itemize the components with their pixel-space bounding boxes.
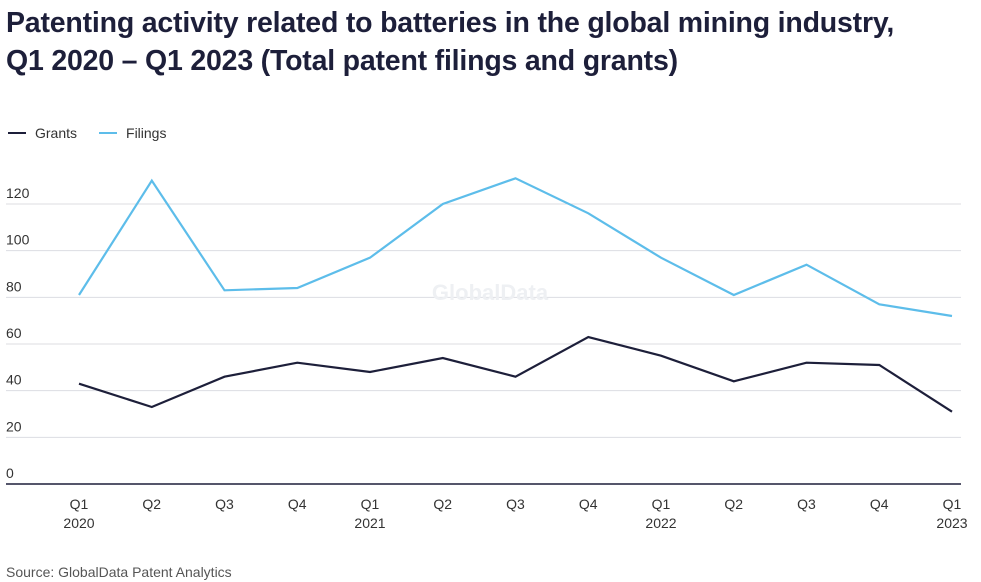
x-tick-label: Q2 xyxy=(724,496,743,512)
x-tick-label: Q3 xyxy=(506,496,525,512)
x-tick-label: Q3 xyxy=(215,496,234,512)
y-tick-label: 120 xyxy=(6,185,30,201)
chart-legend: Grants Filings xyxy=(8,125,188,141)
grid-lines xyxy=(6,203,961,438)
watermark: GlobalData xyxy=(432,280,549,305)
legend-swatch-grants xyxy=(8,132,26,134)
x-tick-year-label: 2023 xyxy=(936,515,967,531)
x-tick-label: Q1 xyxy=(361,496,380,512)
chart-title: Patenting activity related to batteries … xyxy=(6,4,978,80)
series-line-grants[interactable] xyxy=(78,335,953,413)
x-tick-label: Q1 xyxy=(943,496,962,512)
series-line-filings[interactable] xyxy=(78,177,953,318)
y-tick-label: 20 xyxy=(6,418,22,434)
legend-item-filings[interactable]: Filings xyxy=(99,125,166,141)
x-tick-label: Q3 xyxy=(797,496,816,512)
x-tick-label: Q4 xyxy=(579,496,598,512)
x-tick-label: Q1 xyxy=(70,496,89,512)
x-tick-year-label: 2021 xyxy=(354,515,385,531)
y-tick-label: 60 xyxy=(6,325,22,341)
x-tick-label: Q2 xyxy=(142,496,161,512)
x-tick-year-label: 2022 xyxy=(645,515,676,531)
y-tick-label: 80 xyxy=(6,278,22,294)
x-tick-label: Q2 xyxy=(433,496,452,512)
legend-item-grants[interactable]: Grants xyxy=(8,125,77,141)
y-tick-label: 100 xyxy=(6,232,30,248)
legend-label-grants: Grants xyxy=(35,125,78,141)
x-tick-label: Q4 xyxy=(288,496,307,512)
legend-label-filings: Filings xyxy=(126,125,167,141)
x-tick-year-label: 2020 xyxy=(63,515,94,531)
source-note: Source: GlobalData Patent Analytics xyxy=(6,564,232,580)
x-axis-tick-labels: Q1 2020 Q2 Q3 Q4 Q1 2021 Q2 Q3 Q4 Q1 2022 Q2 Q3 Q4 Q1 20… xyxy=(63,496,967,531)
x-tick-label: Q4 xyxy=(870,496,889,512)
x-tick-label: Q1 xyxy=(652,496,671,512)
chart-title-line-2: Q1 2020 – Q1 2023 (Total patent filings … xyxy=(6,45,678,77)
y-tick-label: 0 xyxy=(6,465,14,481)
y-tick-label: 40 xyxy=(6,372,22,388)
y-axis-tick-labels: 0 20 40 60 80 100 120 xyxy=(6,185,30,481)
chart-title-line-1: Patenting activity related to batteries … xyxy=(6,7,895,39)
data-series xyxy=(78,177,953,413)
legend-swatch-filings xyxy=(99,132,118,134)
